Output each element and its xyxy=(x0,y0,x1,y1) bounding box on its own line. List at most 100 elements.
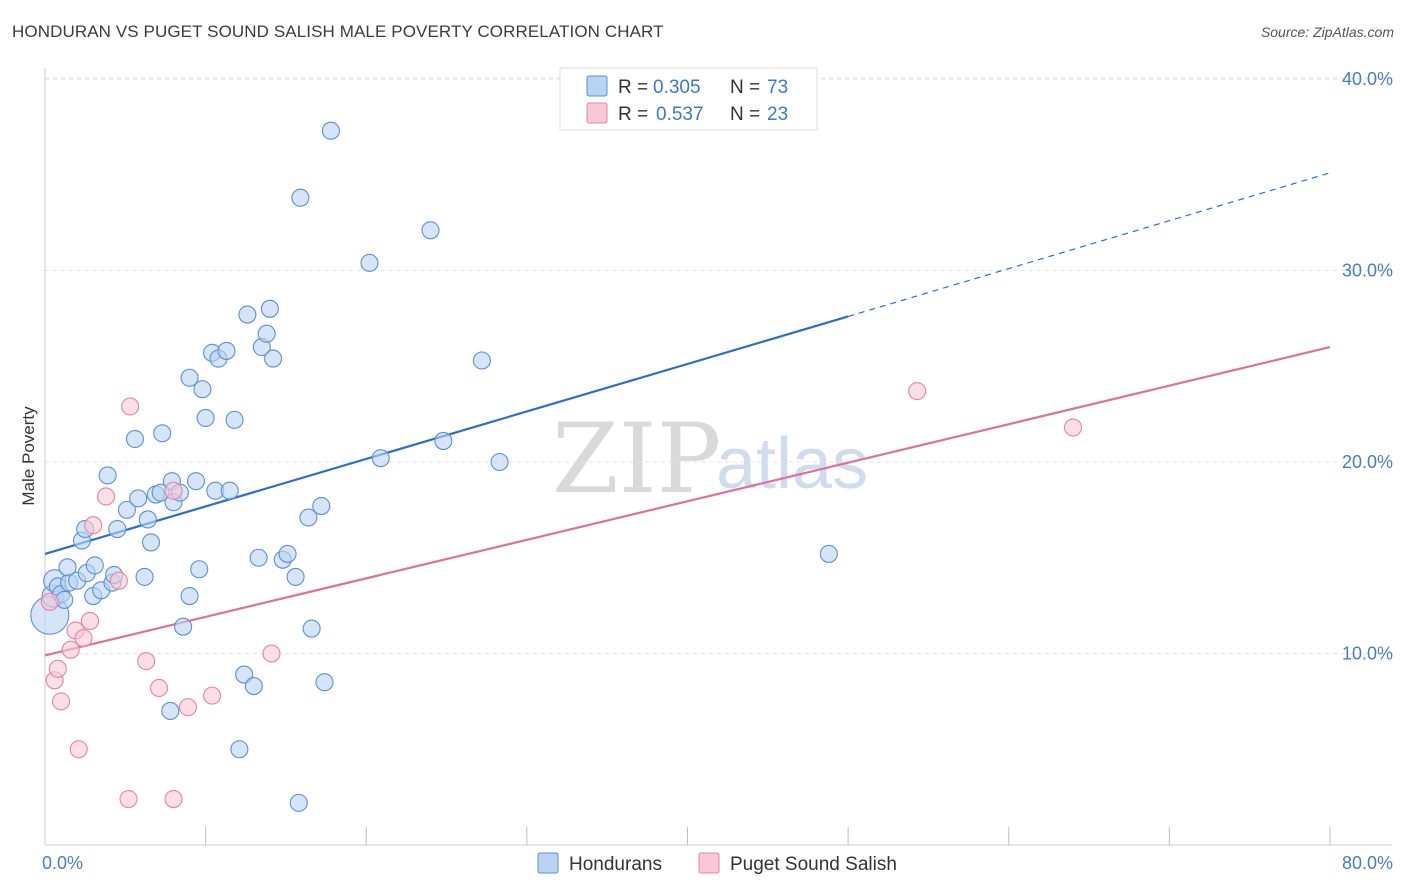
y-tick-label-40: 40.0% xyxy=(1342,69,1393,89)
trend-line-hondurans-extension xyxy=(847,172,1331,318)
y-tick-label-10: 10.0% xyxy=(1342,644,1393,664)
point-honduran-62 xyxy=(315,673,334,692)
point-honduran-27 xyxy=(153,424,172,443)
point-salish-0 xyxy=(40,592,59,611)
bottom-legend-swatch-hondurans xyxy=(537,852,559,874)
x-tick-label-0: 0.0% xyxy=(42,853,83,873)
correlation-legend: R = 0.305 N = 73 R = 0.537 N = 23 xyxy=(559,67,818,131)
point-salish-10 xyxy=(96,487,116,506)
legend-r-value-1: 0.305 xyxy=(653,77,701,98)
legend-swatch-puget-sound-salish xyxy=(586,102,608,124)
point-salish-17 xyxy=(164,481,183,500)
legend-n-label-1: N = xyxy=(730,77,760,98)
point-honduran-43 xyxy=(220,481,239,500)
legend-n-value-1: 73 xyxy=(767,77,788,98)
point-honduran-61 xyxy=(312,496,331,516)
y-tick-label-30: 30.0% xyxy=(1342,261,1393,281)
data-points xyxy=(30,121,1083,812)
point-honduran-18 xyxy=(108,519,127,539)
point-honduran-51 xyxy=(257,324,276,343)
point-honduran-7 xyxy=(58,558,77,577)
point-honduran-58 xyxy=(291,188,310,207)
y-axis-label: Male Poverty xyxy=(19,406,38,506)
point-honduran-48 xyxy=(244,677,263,696)
point-salish-14 xyxy=(137,652,156,671)
point-honduran-60 xyxy=(302,619,321,638)
point-salish-15 xyxy=(149,678,169,698)
watermark: ZIP atlas xyxy=(552,403,868,515)
point-honduran-19 xyxy=(117,500,136,519)
legend-swatch-hondurans xyxy=(586,75,608,97)
axes xyxy=(44,68,1392,846)
point-salish-12 xyxy=(119,789,138,809)
point-honduran-56 xyxy=(286,567,305,586)
point-honduran-34 xyxy=(180,586,199,606)
point-honduran-42 xyxy=(217,341,236,360)
point-honduran-23 xyxy=(138,510,157,529)
point-honduran-15 xyxy=(98,466,117,485)
point-honduran-44 xyxy=(225,410,244,429)
legend-r-value-2: 0.537 xyxy=(656,104,704,125)
point-salish-13 xyxy=(121,397,140,416)
point-honduran-49 xyxy=(249,548,268,567)
point-honduran-35 xyxy=(186,472,206,491)
point-salish-20 xyxy=(262,644,281,663)
point-salish-21 xyxy=(908,382,927,401)
point-honduran-65 xyxy=(371,449,390,468)
point-honduran-36 xyxy=(190,560,209,579)
point-salish-4 xyxy=(61,640,80,659)
point-honduran-63 xyxy=(321,121,340,140)
legend-r-label-1: R = xyxy=(618,77,648,98)
point-honduran-37 xyxy=(193,380,212,399)
point-honduran-28 xyxy=(161,701,180,721)
legend-n-label-2: N = xyxy=(730,104,760,125)
point-salish-8 xyxy=(80,611,100,630)
point-honduran-47 xyxy=(238,305,257,324)
bottom-legend-hondurans: Hondurans xyxy=(569,854,662,875)
point-salish-22 xyxy=(1063,418,1083,437)
bottom-legend-swatch-puget-sound-salish xyxy=(698,852,720,874)
legend-r-label-2: R = xyxy=(618,104,648,125)
bottom-legend-puget-sound-salish: Puget Sound Salish xyxy=(730,854,897,875)
point-salish-6 xyxy=(69,740,88,759)
point-salish-2 xyxy=(48,659,67,678)
point-salish-3 xyxy=(52,692,71,711)
point-honduran-13 xyxy=(85,556,104,575)
point-honduran-24 xyxy=(141,533,161,552)
chart-title: HONDURAN VS PUGET SOUND SALISH MALE POVE… xyxy=(12,22,664,41)
point-salish-11 xyxy=(109,571,128,590)
gridlines xyxy=(45,77,1392,654)
point-honduran-67 xyxy=(434,431,453,450)
point-honduran-69 xyxy=(490,452,509,472)
point-honduran-64 xyxy=(360,253,379,272)
point-honduran-32 xyxy=(174,617,193,636)
point-honduran-33 xyxy=(180,368,199,387)
point-honduran-21 xyxy=(129,489,148,508)
point-honduran-38 xyxy=(196,408,215,428)
point-honduran-53 xyxy=(264,349,283,368)
point-honduran-55 xyxy=(278,544,297,563)
point-honduran-66 xyxy=(421,221,440,240)
point-honduran-52 xyxy=(260,299,279,318)
point-salish-9 xyxy=(84,516,103,535)
point-honduran-70 xyxy=(819,544,838,563)
source-credit: Source: ZipAtlas.com xyxy=(1260,24,1394,40)
point-honduran-45 xyxy=(230,740,249,759)
point-salish-19 xyxy=(203,686,222,705)
x-tick-label-80: 80.0% xyxy=(1342,853,1393,873)
trend-line-puget-sound-salish xyxy=(44,346,1331,657)
watermark-zip: ZIP xyxy=(552,403,721,515)
y-tick-label-20: 20.0% xyxy=(1342,452,1393,472)
point-salish-16 xyxy=(164,789,183,809)
point-salish-18 xyxy=(178,698,198,717)
point-honduran-22 xyxy=(135,567,154,586)
point-honduran-57 xyxy=(289,793,308,812)
point-salish-7 xyxy=(74,629,93,648)
point-honduran-59 xyxy=(299,508,318,527)
point-honduran-68 xyxy=(472,351,491,370)
legend-n-value-2: 23 xyxy=(767,104,788,125)
tick-labels: 10.0% 20.0% 30.0% 40.0% 0.0% 80.0% xyxy=(42,69,1393,873)
point-honduran-20 xyxy=(125,429,144,449)
series-legend: Hondurans Puget Sound Salish xyxy=(537,852,897,875)
